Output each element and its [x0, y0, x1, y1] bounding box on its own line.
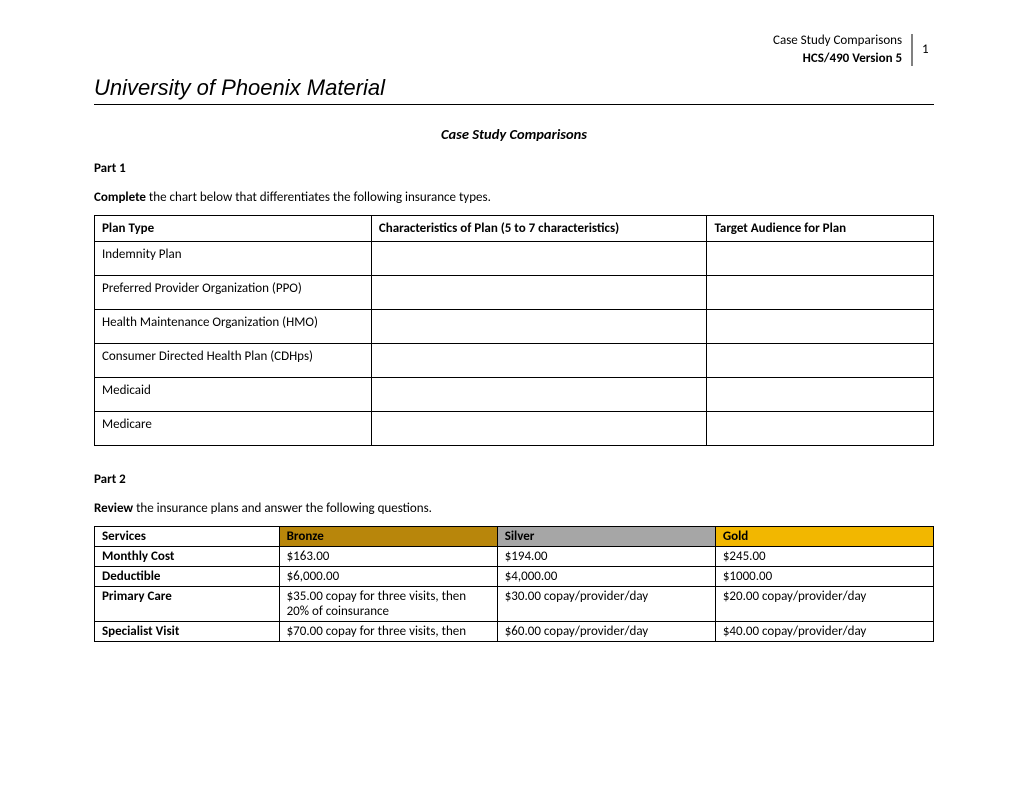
table-row: Primary Care $35.00 copay for three visi… [95, 587, 934, 622]
table-row: Deductible $6,000.00 $4,000.00 $1000.00 [95, 567, 934, 587]
part1-instr-rest: the chart below that differentiates the … [146, 190, 491, 205]
cell-empty [371, 344, 707, 378]
services-table: Services Bronze Silver Gold Monthly Cost… [94, 526, 934, 642]
page-subtitle: Case Study Comparisons [94, 125, 934, 143]
gold-value: $245.00 [715, 547, 933, 567]
header-page-number: 1 [922, 41, 934, 59]
table-header-row: Plan Type Characteristics of Plan (5 to … [95, 216, 934, 242]
bronze-value: $70.00 copay for three visits, then [279, 622, 497, 642]
col-plan-type: Plan Type [95, 216, 372, 242]
col-services: Services [95, 527, 280, 547]
gold-value: $1000.00 [715, 567, 933, 587]
silver-value: $194.00 [497, 547, 715, 567]
bronze-value: $35.00 copay for three visits, then 20% … [279, 587, 497, 622]
plan-name: Medicare [95, 412, 372, 446]
table-row: Specialist Visit $70.00 copay for three … [95, 622, 934, 642]
bronze-value: $163.00 [279, 547, 497, 567]
cell-empty [707, 344, 934, 378]
header-doc-title: Case Study Comparisons [773, 33, 902, 48]
cell-empty [707, 412, 934, 446]
cell-empty [371, 242, 707, 276]
gold-value: $20.00 copay/provider/day [715, 587, 933, 622]
cell-empty [707, 378, 934, 412]
service-name: Monthly Cost [95, 547, 280, 567]
table-row: Indemnity Plan [95, 242, 934, 276]
table-row: Preferred Provider Organization (PPO) [95, 276, 934, 310]
plan-name: Consumer Directed Health Plan (CDHps) [95, 344, 372, 378]
plan-name: Medicaid [95, 378, 372, 412]
part2-instr-rest: the insurance plans and answer the follo… [133, 501, 432, 516]
service-name: Deductible [95, 567, 280, 587]
table-row: Medicare [95, 412, 934, 446]
page-header: Case Study Comparisons HCS/490 Version 5… [94, 32, 934, 67]
bronze-value: $6,000.00 [279, 567, 497, 587]
header-course: HCS/490 Version 5 [803, 51, 902, 66]
part1-label: Part 1 [94, 161, 934, 176]
silver-value: $4,000.00 [497, 567, 715, 587]
table-row: Consumer Directed Health Plan (CDHps) [95, 344, 934, 378]
cell-empty [371, 412, 707, 446]
cell-empty [707, 310, 934, 344]
service-name: Specialist Visit [95, 622, 280, 642]
col-target-audience: Target Audience for Plan [707, 216, 934, 242]
part1-instruction: Complete the chart below that differenti… [94, 190, 934, 205]
col-characteristics: Characteristics of Plan (5 to 7 characte… [371, 216, 707, 242]
plan-types-table: Plan Type Characteristics of Plan (5 to … [94, 215, 934, 446]
col-gold: Gold [715, 527, 933, 547]
gold-value: $40.00 copay/provider/day [715, 622, 933, 642]
cell-empty [707, 276, 934, 310]
document-page: Case Study Comparisons HCS/490 Version 5… [0, 0, 1020, 642]
plan-name: Indemnity Plan [95, 242, 372, 276]
header-text: Case Study Comparisons HCS/490 Version 5 [773, 32, 902, 67]
cell-empty [371, 310, 707, 344]
part2-instr-bold: Review [94, 501, 133, 516]
part1-instr-bold: Complete [94, 190, 146, 205]
cell-empty [371, 378, 707, 412]
cell-empty [371, 276, 707, 310]
silver-value: $60.00 copay/provider/day [497, 622, 715, 642]
service-name: Primary Care [95, 587, 280, 622]
part2-instruction: Review the insurance plans and answer th… [94, 501, 934, 516]
part2-label: Part 2 [94, 472, 934, 487]
page-title: University of Phoenix Material [94, 75, 934, 105]
col-silver: Silver [497, 527, 715, 547]
table-row: Monthly Cost $163.00 $194.00 $245.00 [95, 547, 934, 567]
col-bronze: Bronze [279, 527, 497, 547]
cell-empty [707, 242, 934, 276]
plan-name: Preferred Provider Organization (PPO) [95, 276, 372, 310]
plan-name: Health Maintenance Organization (HMO) [95, 310, 372, 344]
table-row: Health Maintenance Organization (HMO) [95, 310, 934, 344]
table-row: Medicaid [95, 378, 934, 412]
header-divider [911, 34, 913, 66]
silver-value: $30.00 copay/provider/day [497, 587, 715, 622]
table-header-row: Services Bronze Silver Gold [95, 527, 934, 547]
